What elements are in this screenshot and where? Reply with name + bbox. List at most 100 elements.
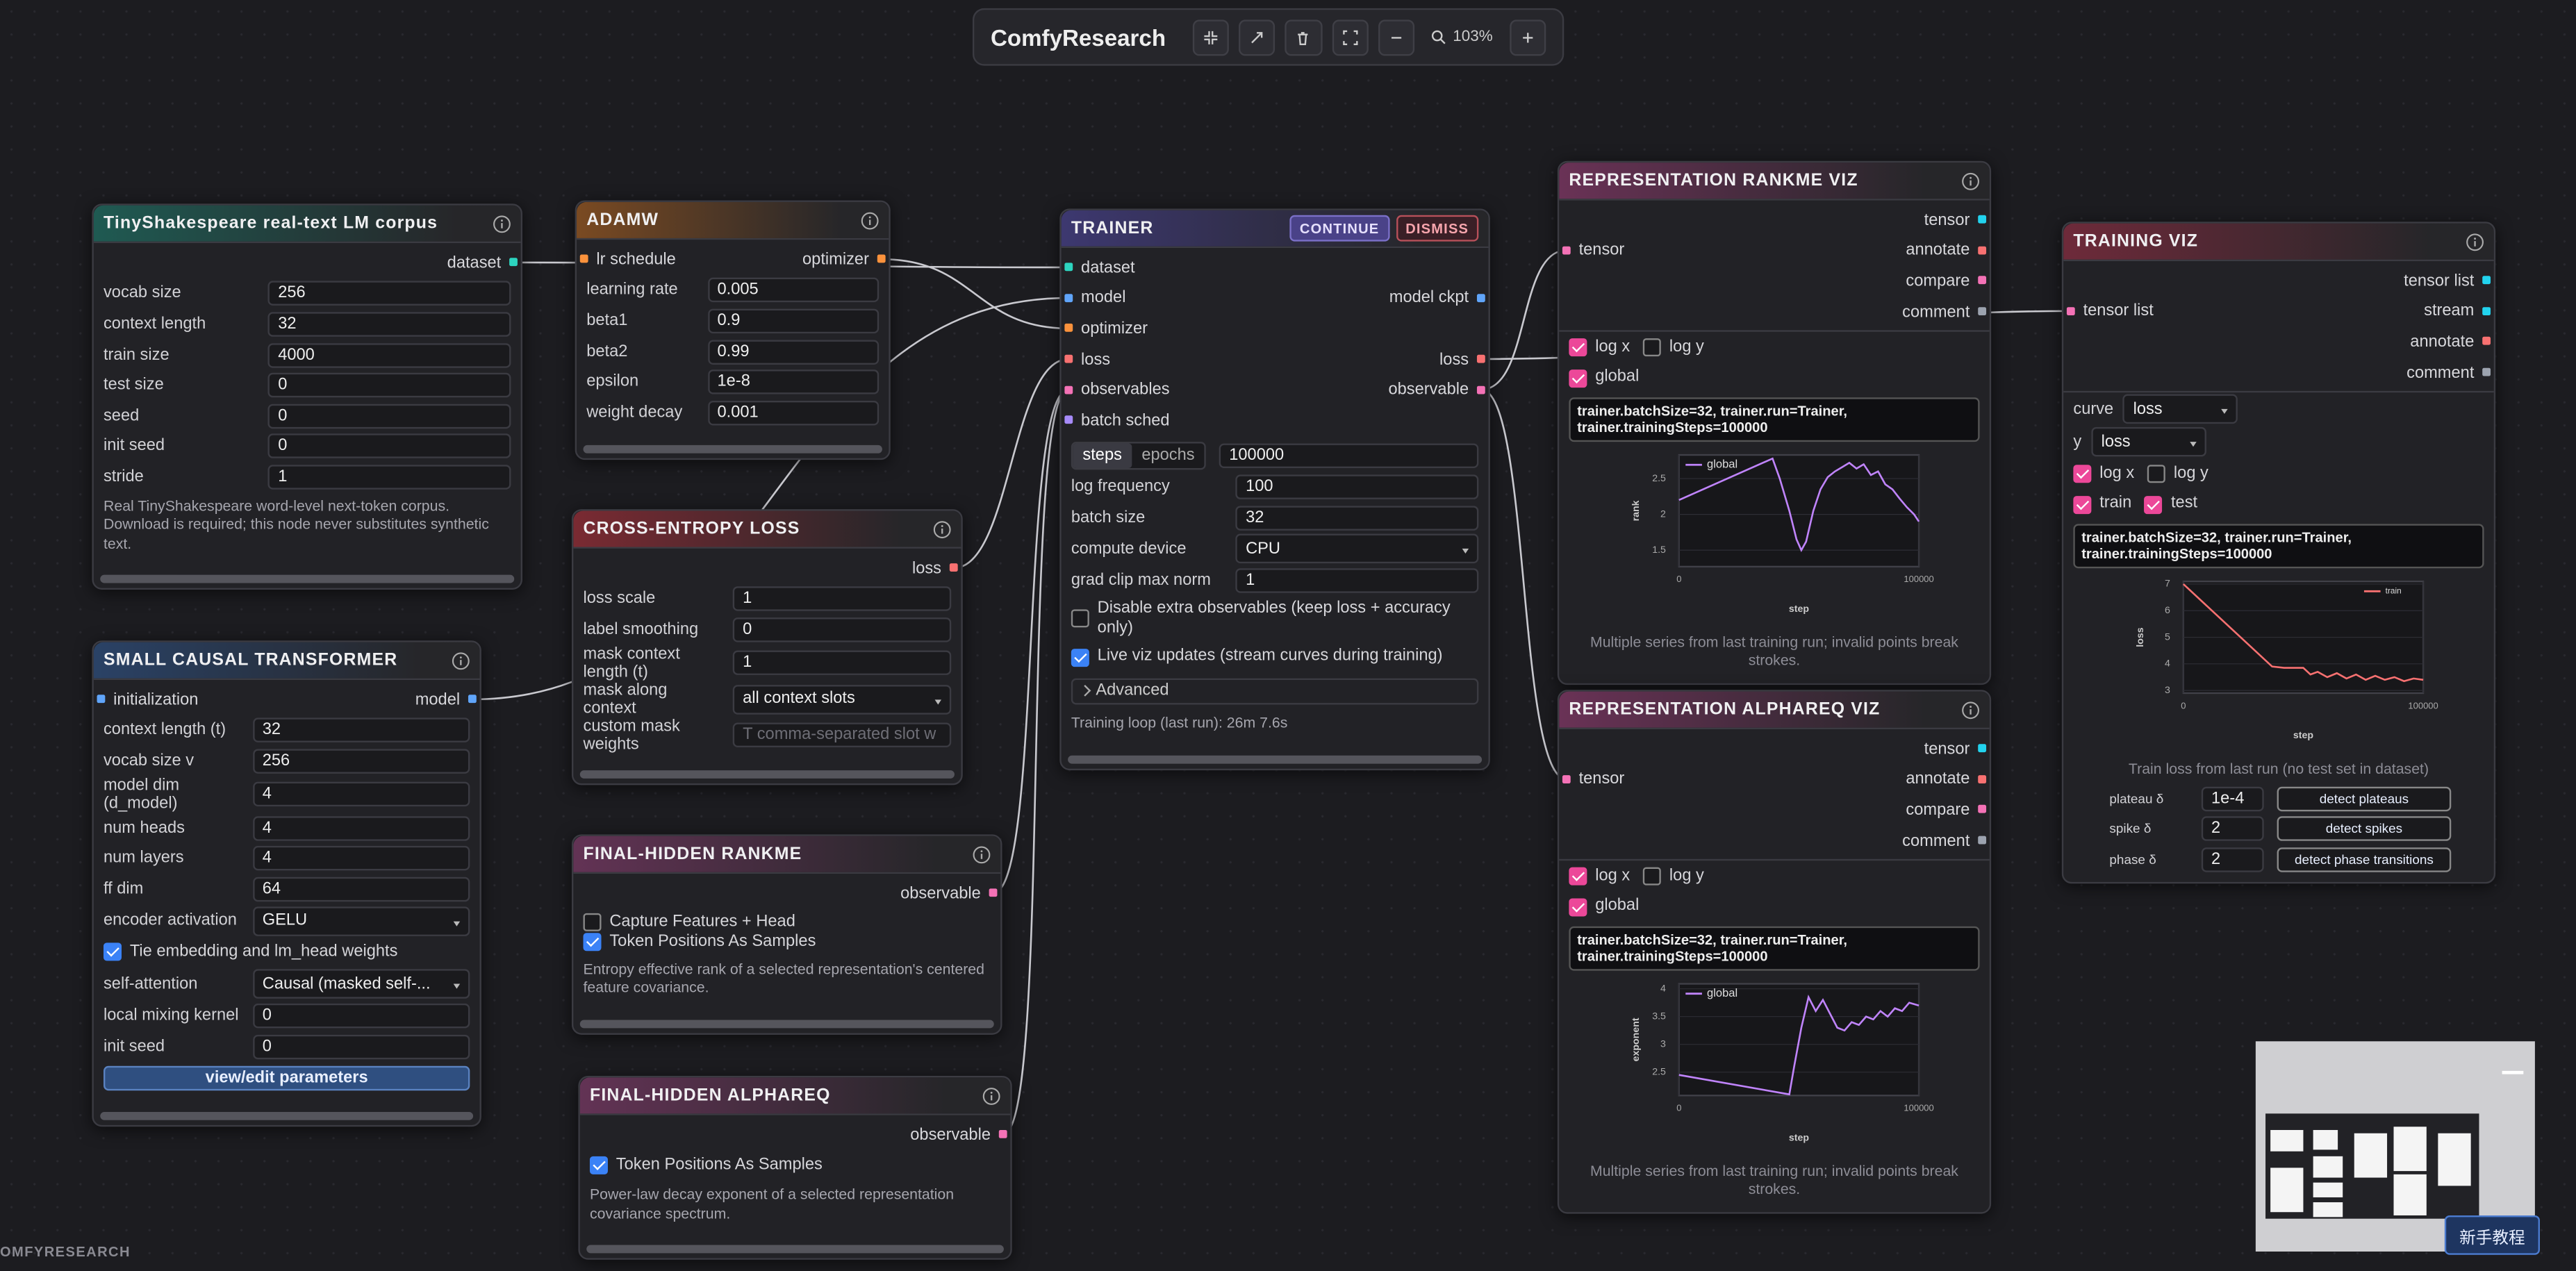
field-input[interactable]: 0.001	[707, 400, 880, 425]
field-input[interactable]: 32	[268, 312, 511, 337]
output-port[interactable]	[1978, 836, 1987, 845]
field-input[interactable]: 1e-4	[2201, 786, 2264, 811]
checkbox-box[interactable]	[2073, 495, 2092, 514]
field-input[interactable]: 64	[252, 877, 470, 902]
checkbox-box[interactable]	[2073, 465, 2092, 483]
info-icon[interactable]	[861, 211, 879, 229]
input-port[interactable]	[2066, 306, 2075, 315]
output-port[interactable]	[509, 258, 518, 267]
input-port[interactable]	[1064, 354, 1073, 363]
field-input[interactable]: 32	[1235, 505, 1479, 530]
zoom-out-button[interactable]	[1378, 19, 1415, 56]
checkbox-box[interactable]	[1643, 338, 1662, 357]
field-input[interactable]: 100	[1235, 474, 1479, 499]
checkbox[interactable]: Live viz updates (stream curves during t…	[1071, 647, 1443, 667]
checkbox-box[interactable]	[2147, 465, 2166, 483]
zoom-in-button[interactable]	[1509, 19, 1546, 56]
field-input[interactable]: 256	[252, 749, 470, 774]
field-input[interactable]: 0	[268, 373, 511, 398]
checkbox-box[interactable]	[1569, 338, 1587, 357]
field-input[interactable]: 0	[732, 617, 952, 642]
info-icon[interactable]	[933, 520, 951, 538]
fit-button[interactable]	[1191, 19, 1229, 56]
output-port[interactable]	[1476, 294, 1485, 302]
select-input[interactable]: loss	[2091, 427, 2206, 458]
field-input[interactable]: 1	[268, 465, 511, 490]
field-input[interactable]: 1	[732, 651, 952, 676]
checkbox[interactable]: global	[1569, 368, 1639, 388]
field-input[interactable]: 2	[2201, 847, 2264, 872]
field-input[interactable]: 32	[252, 718, 470, 743]
checkbox-box[interactable]	[1569, 867, 1587, 886]
checkbox[interactable]: Token Positions As Samples	[583, 932, 816, 952]
checkbox[interactable]: Tie embedding and lm_head weights	[103, 942, 397, 962]
output-port[interactable]	[2482, 367, 2491, 376]
output-port[interactable]	[1978, 307, 1987, 316]
field-input[interactable]: 1	[732, 587, 952, 612]
input-port[interactable]	[1064, 415, 1073, 424]
output-port[interactable]	[1476, 354, 1485, 363]
info-icon[interactable]	[1962, 701, 1980, 719]
checkbox[interactable]: Token Positions As Samples	[589, 1156, 823, 1176]
field-input[interactable]: 0	[252, 1033, 470, 1059]
tab[interactable]: steps	[1073, 444, 1132, 469]
output-port[interactable]	[1978, 805, 1987, 814]
field-input[interactable]: 0.99	[707, 339, 880, 364]
field-input[interactable]: 100000	[1219, 444, 1479, 469]
checkbox[interactable]: log y	[2147, 464, 2208, 483]
input-port[interactable]	[1064, 263, 1073, 272]
output-port[interactable]	[1978, 744, 1987, 753]
input-port[interactable]	[1064, 294, 1073, 302]
field-input[interactable]: 1	[1235, 568, 1479, 594]
input-port[interactable]	[1562, 774, 1571, 783]
checkbox-box[interactable]	[1569, 897, 1587, 917]
select-input[interactable]: all context slots	[732, 684, 952, 715]
checkbox[interactable]: log x	[2073, 464, 2134, 483]
field-input[interactable]: 0	[252, 1003, 470, 1029]
output-port[interactable]	[949, 563, 958, 572]
input-port[interactable]	[1064, 385, 1073, 394]
checkbox[interactable]: Disable extra observables (keep loss + a…	[1071, 599, 1466, 639]
input-port[interactable]	[579, 255, 588, 264]
expander[interactable]: Advanced	[1071, 678, 1479, 705]
checkbox[interactable]: train	[2073, 495, 2131, 514]
fullscreen-button[interactable]	[1332, 19, 1369, 56]
field-input[interactable]: 4	[252, 782, 470, 807]
checkbox[interactable]: Capture Features + Head	[583, 913, 795, 932]
field-input[interactable]: 0.005	[707, 278, 880, 304]
detect-button[interactable]: detect phase transitions	[2277, 847, 2452, 872]
checkbox-box[interactable]	[1071, 610, 1089, 629]
action-button[interactable]: CONTINUE	[1289, 215, 1389, 242]
action-button[interactable]: DISMISS	[1396, 215, 1479, 242]
delete-button[interactable]	[1285, 19, 1322, 56]
detect-button[interactable]: detect spikes	[2277, 817, 2452, 842]
checkbox-box[interactable]	[589, 1156, 608, 1175]
output-port[interactable]	[998, 1130, 1007, 1139]
tutorial-button[interactable]: 新手教程	[2444, 1215, 2540, 1255]
info-icon[interactable]	[2466, 233, 2484, 251]
checkbox-box[interactable]	[583, 913, 602, 932]
checkbox-box[interactable]	[583, 933, 602, 952]
input-port[interactable]	[1064, 324, 1073, 333]
select-input[interactable]: CPU	[1235, 534, 1479, 564]
output-port[interactable]	[2482, 337, 2491, 346]
output-port[interactable]	[1476, 385, 1485, 394]
select-input[interactable]: loss	[2123, 394, 2238, 425]
link-button[interactable]	[1238, 19, 1275, 56]
input-port[interactable]	[1562, 246, 1571, 255]
output-port[interactable]	[2482, 276, 2491, 285]
input-port[interactable]	[97, 695, 106, 704]
checkbox[interactable]: log y	[1643, 867, 1704, 886]
info-icon[interactable]	[493, 215, 511, 233]
select-input[interactable]: Causal (masked self-...	[252, 969, 470, 999]
field-input[interactable]: 256	[268, 281, 511, 306]
info-icon[interactable]	[973, 845, 991, 863]
checkbox-box[interactable]	[1643, 867, 1662, 886]
checkbox[interactable]: test	[2145, 495, 2197, 514]
checkbox-box[interactable]	[2145, 495, 2163, 514]
output-port[interactable]	[1978, 774, 1987, 783]
output-port[interactable]	[989, 889, 998, 897]
info-icon[interactable]	[1962, 172, 1980, 190]
field-input[interactable]: 4000	[268, 342, 511, 367]
field-input[interactable]: 4	[252, 815, 470, 840]
